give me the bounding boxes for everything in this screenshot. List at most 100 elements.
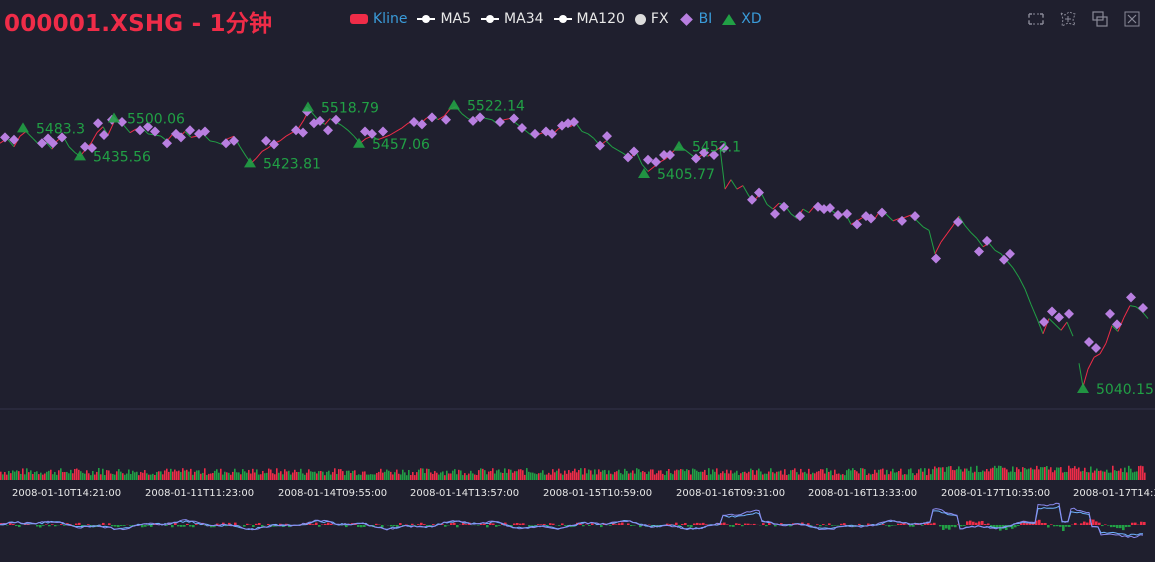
bi-point — [229, 135, 239, 146]
macd-hist-bar — [993, 525, 996, 528]
macd-hist-bar — [183, 525, 186, 527]
bi-point — [691, 153, 701, 164]
volume-bar — [486, 474, 488, 480]
legend-item-fx[interactable]: FX — [634, 11, 669, 27]
volume-bar — [54, 471, 56, 480]
volume-bar — [262, 470, 264, 480]
volume-bar — [164, 470, 166, 480]
macd-hist-bar — [414, 525, 417, 526]
legend-item-ma34[interactable]: MA34 — [481, 11, 544, 27]
macd-hist-bar — [504, 522, 507, 525]
volume-bar — [314, 471, 316, 480]
volume-bar — [1130, 468, 1132, 480]
macd-hist-bar — [639, 525, 642, 528]
volume-bar — [902, 474, 904, 480]
macd-hist-bar — [699, 523, 702, 525]
volume-bar — [82, 472, 84, 480]
volume-bar — [328, 470, 330, 480]
legend-item-ma120[interactable]: MA120 — [553, 11, 625, 27]
zoom-reset-icon[interactable] — [1059, 10, 1077, 28]
volume-bar — [568, 470, 570, 480]
restore-icon[interactable] — [1091, 10, 1109, 28]
volume-bar — [462, 475, 464, 480]
volume-bar — [552, 469, 554, 480]
legend-item-ma5[interactable]: MA5 — [417, 11, 471, 27]
macd-hist-bar — [228, 522, 231, 525]
volume-bar — [362, 471, 364, 480]
volume-bar — [856, 471, 858, 480]
macd-hist-bar — [420, 522, 423, 525]
zoom-icon[interactable] — [1027, 10, 1045, 28]
macd-hist-bar — [633, 525, 636, 526]
macd-hist-bar — [1038, 519, 1041, 525]
macd-hist-bar — [495, 525, 498, 527]
volume-bar — [1024, 468, 1026, 480]
volume-bar — [906, 474, 908, 480]
volume-bar — [836, 473, 838, 480]
bi-point — [475, 112, 485, 123]
volume-bar — [814, 473, 816, 480]
volume-bar — [176, 471, 178, 480]
macd-hist-bar — [426, 525, 429, 527]
macd-hist-bar — [1059, 525, 1062, 527]
volume-bar — [538, 473, 540, 480]
price-segment — [129, 128, 137, 134]
volume-bar — [484, 470, 486, 480]
macd-hist-bar — [75, 523, 78, 525]
volume-bar — [52, 474, 54, 480]
volume-bar — [66, 471, 68, 480]
volume-bar — [456, 474, 458, 480]
volume-bar — [1076, 468, 1078, 480]
volume-bar — [808, 468, 810, 480]
bi-point — [441, 114, 451, 125]
volume-bar — [996, 468, 998, 480]
macd-hist-bar — [828, 523, 831, 525]
volume-bar — [1116, 471, 1118, 480]
volume-bar — [1080, 471, 1082, 480]
macd-hist-bar — [621, 522, 624, 525]
volume-bar — [1006, 469, 1008, 480]
volume-bar — [24, 474, 26, 480]
volume-bar — [722, 471, 724, 480]
fx-legend-icon — [634, 13, 646, 25]
xd-label: 5405.77 — [657, 167, 715, 183]
volume-bar — [1060, 467, 1062, 480]
volume-bar — [60, 468, 62, 480]
volume-bar — [1108, 472, 1110, 480]
macd-hist-bar — [996, 525, 999, 528]
volume-bar — [68, 473, 70, 480]
price-segment — [772, 202, 780, 210]
macd-hist-bar — [477, 525, 480, 526]
volume-bar — [642, 471, 644, 480]
volume-bar — [846, 470, 848, 480]
volume-bar — [204, 468, 206, 480]
volume-bar — [740, 473, 742, 480]
volume-bar — [410, 474, 412, 480]
volume-bar — [838, 473, 840, 480]
volume-bar — [412, 472, 414, 480]
volume-bar — [1082, 470, 1084, 480]
volume-bar — [1132, 472, 1134, 480]
volume-bar — [590, 470, 592, 480]
save-icon[interactable] — [1123, 10, 1141, 28]
x-axis-tick-label: 2008-01-14T09:55:00 — [278, 488, 387, 499]
macd-hist-bar — [738, 523, 741, 525]
volume-bar — [634, 473, 636, 480]
volume-bar — [958, 466, 960, 480]
volume-bar — [88, 473, 90, 480]
legend-item-bi[interactable]: BI — [679, 11, 712, 27]
volume-bar — [1016, 467, 1018, 480]
legend-item-kline[interactable]: Kline — [350, 11, 407, 27]
macd-hist-bar — [819, 525, 822, 527]
legend-item-xd[interactable]: XD — [722, 11, 762, 27]
x-axis-tick-label: 2008-01-11T11:23:00 — [145, 488, 254, 499]
volume-bar — [632, 470, 634, 480]
volume-bar — [124, 474, 126, 480]
volume-bar — [2, 474, 4, 480]
price-segment — [1087, 357, 1095, 370]
volume-bar — [26, 468, 28, 480]
macd-hist-bar — [975, 522, 978, 525]
price-segment — [1078, 363, 1084, 387]
volume-bar — [764, 473, 766, 480]
